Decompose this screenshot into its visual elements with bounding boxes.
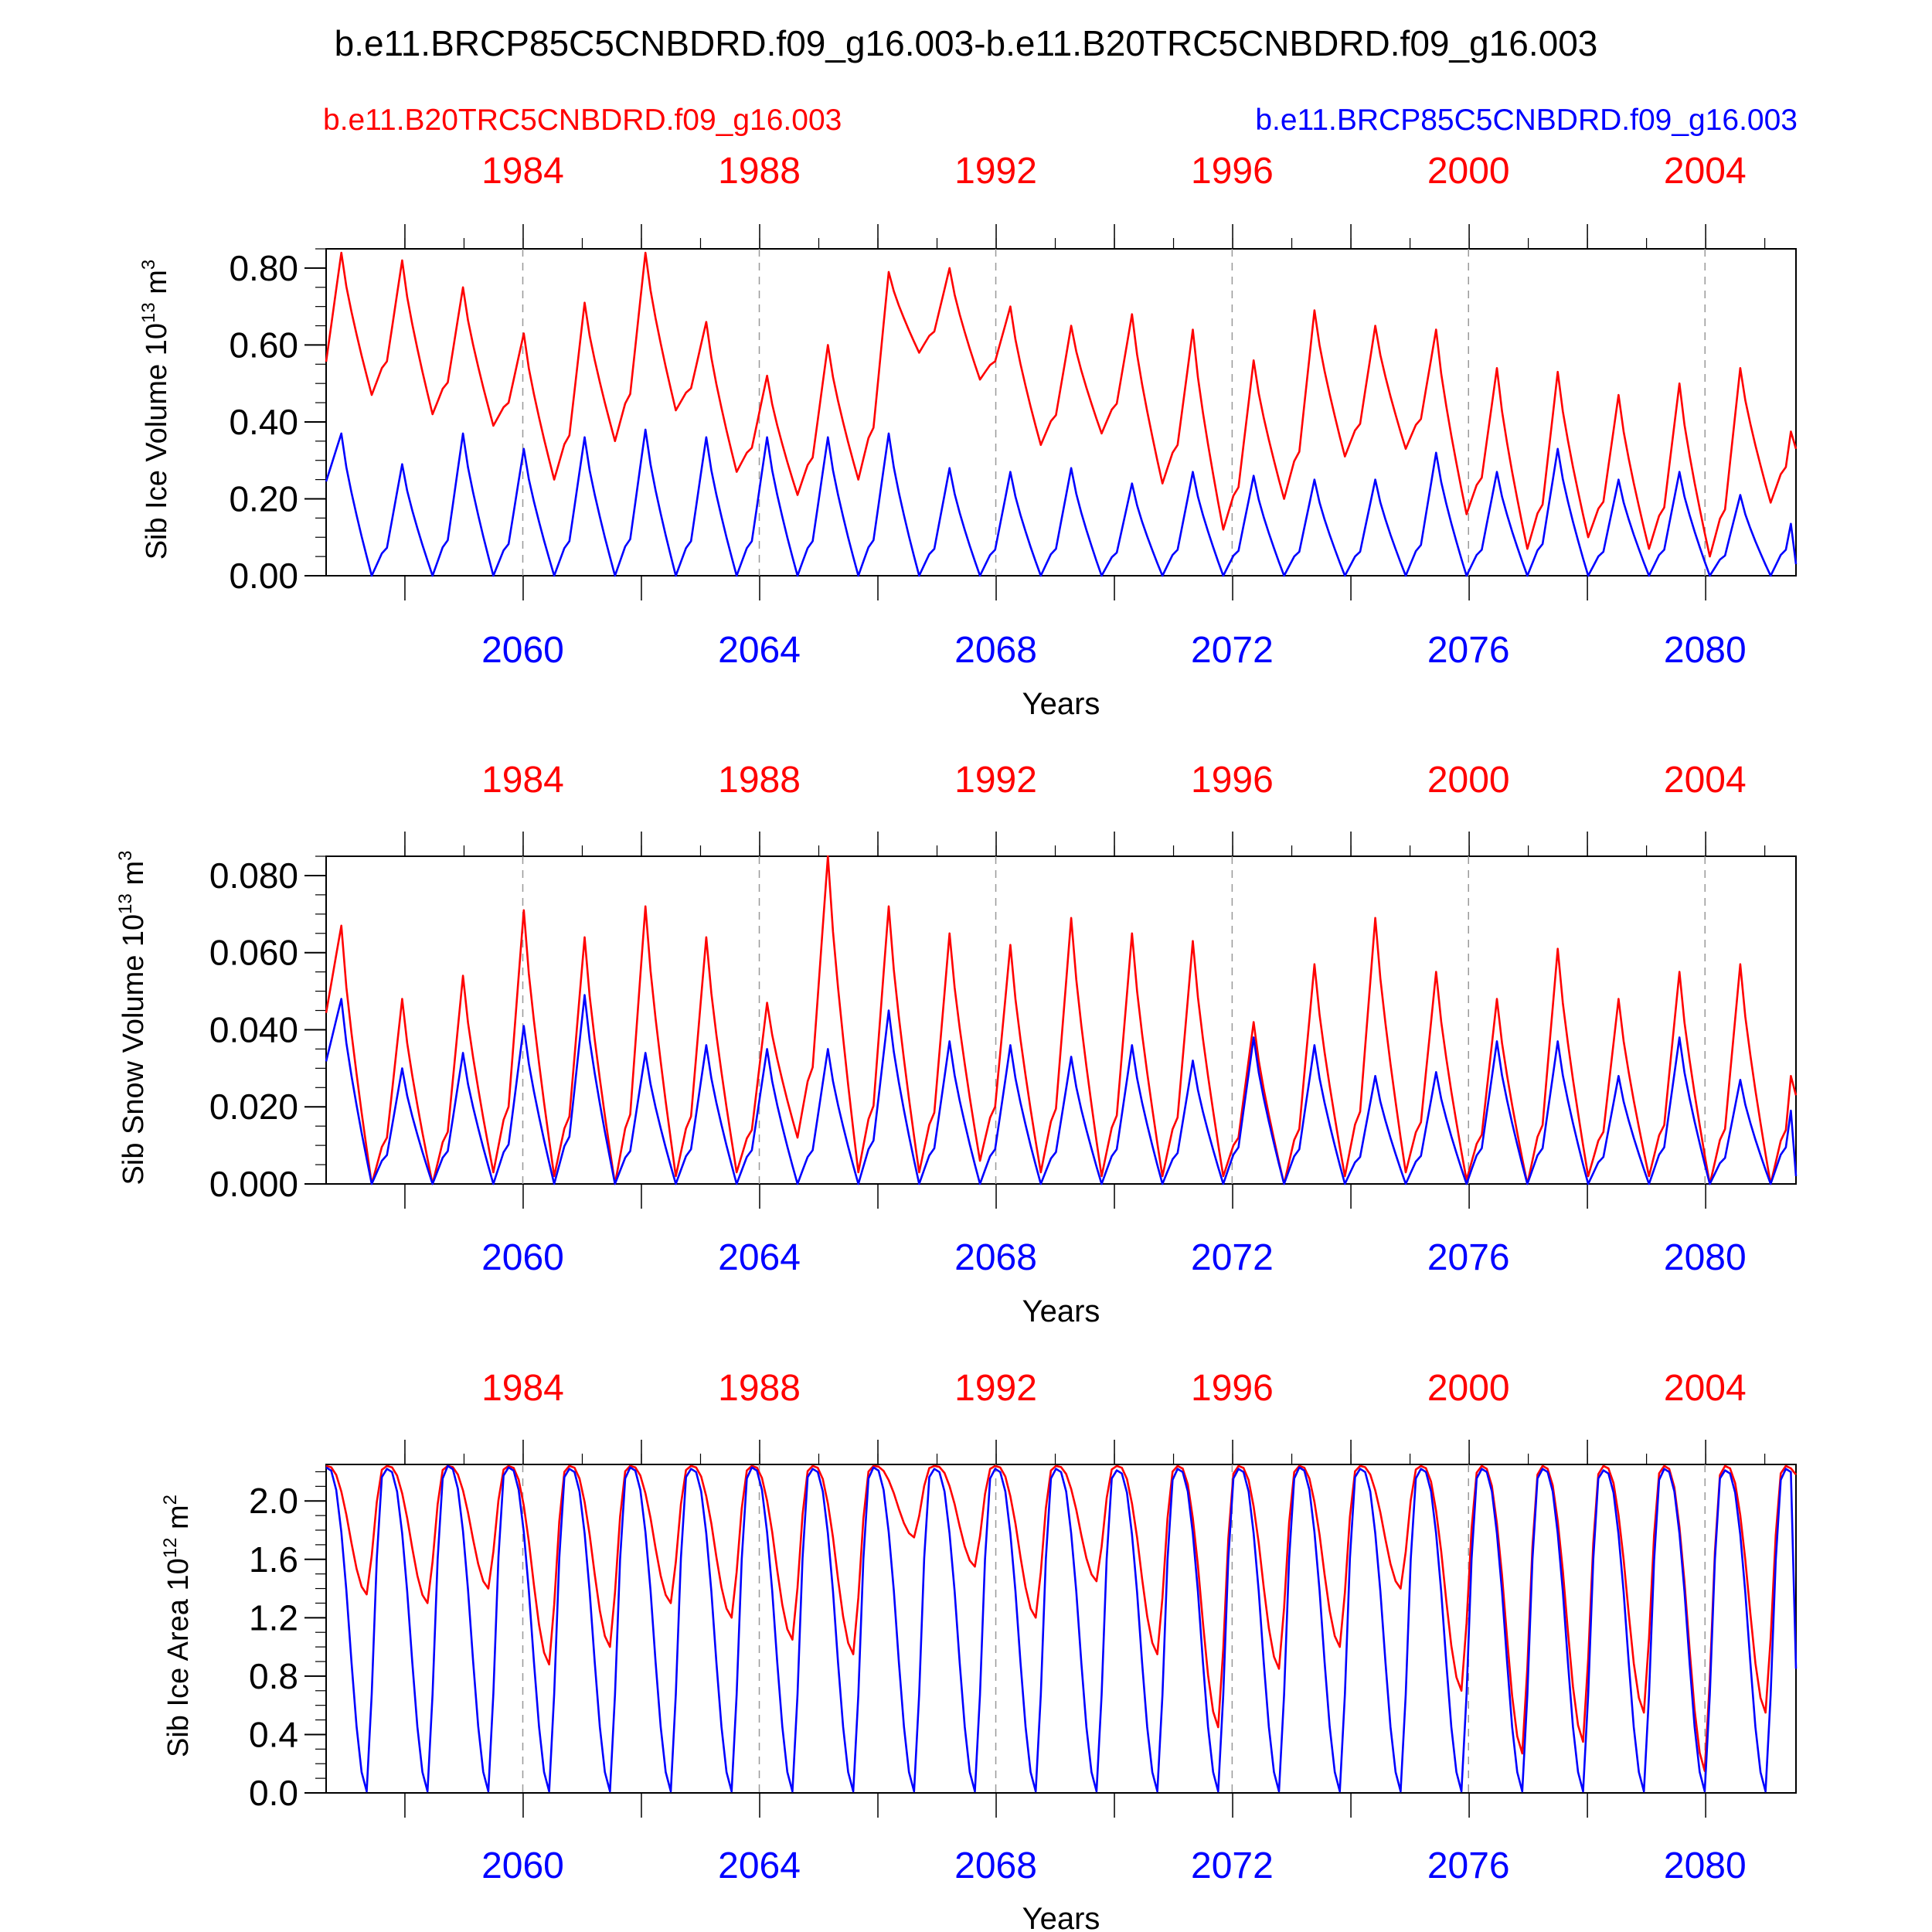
bottom-year-label: 2076 [1427,1237,1510,1278]
legend-blue-label: b.e11.BRCP85C5CNBDRD.f09_g16.003 [1255,104,1798,137]
top-year-label: 1992 [954,151,1037,192]
top-year-label: 1988 [718,1368,801,1409]
ice-area-panel: Sib Ice Area 1012 m2 Years 1984 2060 1988 2… [160,1368,1798,1932]
y-tick-label: 1.2 [249,1597,298,1638]
series-line-blue [325,1464,1798,1793]
bottom-year-label: 2080 [1664,1845,1747,1886]
bottom-year-label: 2072 [1191,630,1274,671]
top-year-label: 2004 [1664,1368,1747,1409]
top-year-label: 1996 [1191,760,1274,801]
y-tick-label: 0.20 [229,478,298,519]
legend-red-label: b.e11.B20TRC5CNBDRD.f09_g16.003 [323,104,842,137]
bottom-year-label: 2072 [1191,1237,1274,1278]
bottom-year-label: 2068 [954,630,1037,671]
plot-frame [325,855,1797,1185]
snow-volume-panel: Sib Snow Volume 1013 m3 Years 1984 2060 19… [115,760,1798,1328]
y-tick-label: 0.0 [249,1773,298,1813]
top-year-label: 1992 [954,760,1037,801]
y-axis-label: Sib Ice Area 1012 m2 [160,1495,195,1757]
top-year-label: 2000 [1427,760,1510,801]
plot-frame [325,248,1797,577]
bottom-year-label: 2080 [1664,630,1747,671]
plot-frame [325,1464,1797,1794]
y-tick-label: 0.040 [209,1009,298,1049]
top-year-label: 1996 [1191,151,1274,192]
bottom-year-label: 2064 [718,1237,801,1278]
y-tick-label: 0.000 [209,1164,298,1204]
y-tick-label: 0.8 [249,1656,298,1696]
top-year-label: 2004 [1664,151,1747,192]
y-tick-label: 0.060 [209,933,298,973]
bottom-year-label: 2060 [481,1237,564,1278]
y-tick-label: 0.60 [229,325,298,365]
top-year-label: 1996 [1191,1368,1274,1409]
y-tick-label: 0.080 [209,855,298,896]
series-line-blue [325,428,1798,577]
main-title: b.e11.BRCP85C5CNBDRD.f09_g16.003-b.e11.B… [335,23,1598,63]
y-tick-label: 0.020 [209,1087,298,1127]
bottom-year-label: 2076 [1427,630,1510,671]
y-tick-label: 2.0 [249,1481,298,1521]
y-tick-label: 0.40 [229,402,298,442]
y-tick-label: 0.4 [249,1714,298,1754]
top-year-label: 1992 [954,1368,1037,1409]
bottom-year-label: 2068 [954,1845,1037,1886]
top-year-label: 2000 [1427,151,1510,192]
y-tick-label: 1.6 [249,1539,298,1580]
top-year-label: 1988 [718,760,801,801]
bottom-year-label: 2076 [1427,1845,1510,1886]
x-axis-label: Years [1022,687,1100,721]
ice-volume-panel: Sib Ice Volume 1013 m3 Years 1984 2060 198… [138,151,1798,721]
top-year-label: 1984 [481,760,564,801]
series-line-blue [325,994,1798,1185]
bottom-year-label: 2064 [718,630,801,671]
top-year-label: 1984 [481,151,564,192]
y-axis-label: Sib Snow Volume 1013 m3 [115,851,150,1185]
x-axis-label: Years [1022,1902,1100,1932]
y-tick-label: 0.00 [229,556,298,596]
x-axis-label: Years [1022,1294,1100,1328]
bottom-year-label: 2080 [1664,1237,1747,1278]
bottom-year-label: 2072 [1191,1845,1274,1886]
series-line-red [325,855,1798,1185]
y-tick-label: 0.80 [229,248,298,288]
series-line-red [325,251,1798,558]
top-year-label: 2000 [1427,1368,1510,1409]
bottom-year-label: 2060 [481,1845,564,1886]
top-year-label: 2004 [1664,760,1747,801]
y-axis-label: Sib Ice Volume 1013 m3 [138,260,173,560]
series-line-red [325,1464,1798,1772]
top-year-label: 1984 [481,1368,564,1409]
bottom-year-label: 2068 [954,1237,1037,1278]
bottom-year-label: 2060 [481,630,564,671]
bottom-year-label: 2064 [718,1845,801,1886]
top-year-label: 1988 [718,151,801,192]
